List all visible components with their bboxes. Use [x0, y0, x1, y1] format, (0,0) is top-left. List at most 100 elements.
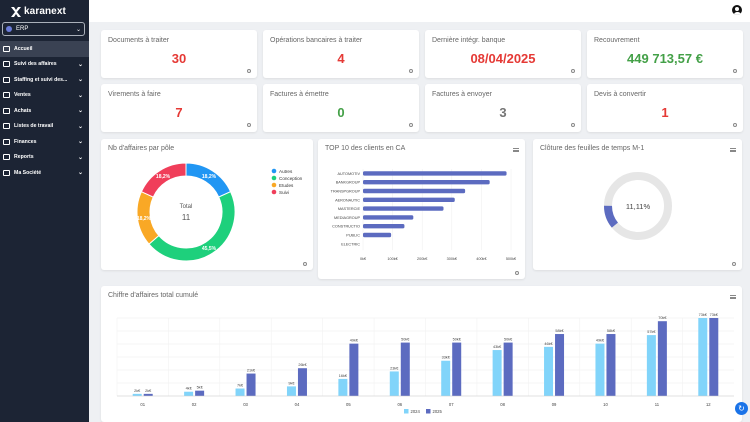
- refresh-button[interactable]: ↻: [735, 402, 748, 415]
- ca-bar-2025[interactable]: [657, 321, 667, 396]
- kpi-settings-icon[interactable]: [247, 69, 251, 73]
- panel-settings-icon[interactable]: [515, 271, 519, 275]
- ca-bar-2024[interactable]: [338, 378, 348, 396]
- ca-bar-2024[interactable]: [235, 388, 245, 396]
- donut-slice[interactable]: [148, 190, 236, 262]
- x-tick-label: 200k€: [417, 257, 428, 261]
- kpi-card[interactable]: Virements à faire 7: [101, 84, 257, 132]
- ca-bar-label: 49k€: [596, 339, 605, 343]
- ca-bar-2024[interactable]: [132, 393, 142, 396]
- module-select[interactable]: ERP ⌄: [2, 22, 85, 36]
- legend-marker: [271, 182, 277, 188]
- chart-menu-icon[interactable]: [730, 148, 736, 152]
- x-tick-label: 0k€: [360, 257, 367, 261]
- panel-settings-icon[interactable]: [732, 262, 736, 266]
- chart-menu-icon[interactable]: [513, 148, 519, 152]
- ca-bar-2025[interactable]: [143, 393, 153, 396]
- ca-bar-2025[interactable]: [503, 342, 513, 396]
- home-icon: [3, 45, 10, 52]
- kpi-title: Dernière intégr. banque: [432, 37, 506, 44]
- kpi-settings-icon[interactable]: [247, 123, 251, 127]
- ca-bar-2025[interactable]: [246, 373, 256, 396]
- x-category-label: 04: [295, 402, 300, 407]
- legend-label[interactable]: Etudes: [279, 183, 294, 188]
- donut-slice[interactable]: [140, 162, 187, 198]
- ca-bar-label: 43k€: [493, 345, 502, 349]
- ca-bar-label: 7k€: [237, 384, 244, 388]
- ca-bar-2024[interactable]: [184, 391, 194, 396]
- kpi-settings-icon[interactable]: [571, 123, 575, 127]
- kpi-settings-icon[interactable]: [733, 69, 737, 73]
- ca-bar-2024[interactable]: [646, 335, 656, 396]
- kpi-settings-icon[interactable]: [409, 123, 413, 127]
- sidebar-item[interactable]: Achats ⌄: [0, 103, 89, 119]
- chevron-down-icon: ⌄: [77, 92, 83, 99]
- sidebar-item[interactable]: Suivi des affaires ⌄: [0, 57, 89, 73]
- client-bar[interactable]: [363, 224, 405, 229]
- ca-bar-2024[interactable]: [698, 318, 708, 396]
- ca-bar-label: 5k€: [197, 386, 204, 390]
- ca-bar-2025[interactable]: [297, 368, 307, 396]
- ca-bar-2025[interactable]: [400, 342, 410, 396]
- sidebar-item-label: Finances: [14, 138, 37, 145]
- x-category-label: 06: [397, 402, 402, 407]
- sidebar-item[interactable]: Reports ⌄: [0, 150, 89, 166]
- x-tick-label: 500k€: [506, 257, 517, 261]
- x-category-label: 11: [655, 402, 660, 407]
- legend-label[interactable]: Suivi: [279, 190, 289, 195]
- ca-bar-2025[interactable]: [555, 334, 565, 396]
- sidebar-item[interactable]: Accueil: [0, 41, 89, 57]
- sidebar-item[interactable]: Ventes ⌄: [0, 88, 89, 104]
- kpi-value: 449 713,57 €: [627, 51, 703, 66]
- kpi-settings-icon[interactable]: [409, 69, 413, 73]
- legend-label[interactable]: 2025: [433, 409, 443, 414]
- ca-bar-2024[interactable]: [544, 346, 554, 396]
- client-bar[interactable]: [363, 171, 507, 176]
- kpi-title: Documents à traiter: [108, 37, 170, 44]
- user-account-icon[interactable]: [732, 5, 742, 15]
- legend-label[interactable]: Conception: [279, 176, 303, 181]
- ca-bar-2024[interactable]: [492, 350, 502, 396]
- kpi-card[interactable]: Factures à envoyer 3: [425, 84, 581, 132]
- ca-bar-2025[interactable]: [195, 390, 205, 396]
- legend-marker: [271, 189, 277, 195]
- ca-bar-2024[interactable]: [595, 343, 605, 396]
- ca-bar-label: 23k€: [390, 366, 399, 370]
- sidebar-item[interactable]: Finances ⌄: [0, 134, 89, 150]
- client-bar[interactable]: [363, 197, 455, 202]
- client-bar[interactable]: [363, 188, 466, 194]
- kpi-card[interactable]: Dernière intégr. banque 08/04/2025: [425, 30, 581, 78]
- legend-label[interactable]: Autres: [279, 169, 293, 174]
- kpi-card[interactable]: Recouvrement 449 713,57 €: [587, 30, 743, 78]
- client-bar[interactable]: [363, 215, 414, 220]
- ca-bar-2025[interactable]: [606, 334, 616, 396]
- client-bar[interactable]: [363, 206, 444, 211]
- sidebar-item[interactable]: Staffing et suivi des... ⌄: [0, 72, 89, 88]
- ca-bar-2024[interactable]: [286, 386, 296, 396]
- client-bar[interactable]: [363, 232, 392, 238]
- kpi-value: 7: [175, 105, 183, 120]
- chevron-down-icon: ⌄: [77, 139, 83, 146]
- kpi-settings-icon[interactable]: [733, 123, 737, 127]
- kpi-card[interactable]: Devis à convertir 1: [587, 84, 743, 132]
- donut-center-label: Total: [180, 204, 193, 210]
- ca-bar-2024[interactable]: [389, 371, 399, 396]
- kpi-card[interactable]: Documents à traiter 30: [101, 30, 257, 78]
- kpi-card[interactable]: Factures à émettre 0: [263, 84, 419, 132]
- legend-label[interactable]: 2024: [411, 409, 421, 414]
- ca-bar-2025[interactable]: [709, 318, 719, 396]
- client-bar[interactable]: [363, 180, 490, 185]
- kpi-settings-icon[interactable]: [571, 69, 575, 73]
- kpi-card[interactable]: Opérations bancaires à traiter 4: [263, 30, 419, 78]
- panel-settings-icon[interactable]: [303, 262, 307, 266]
- chart-menu-icon[interactable]: [730, 295, 736, 299]
- ca-bar-2025[interactable]: [349, 343, 359, 396]
- ca-bar-2024[interactable]: [441, 360, 451, 396]
- ca-bar-label: 9k€: [288, 381, 295, 385]
- briefcase-icon: [3, 61, 10, 68]
- kpi-title: Devis à convertir: [594, 91, 647, 98]
- sidebar-item[interactable]: Ma Société ⌄: [0, 165, 89, 181]
- app-logo[interactable]: karanext: [11, 6, 66, 17]
- ca-bar-2025[interactable]: [452, 342, 462, 396]
- sidebar-item[interactable]: Listes de travail ⌄: [0, 119, 89, 135]
